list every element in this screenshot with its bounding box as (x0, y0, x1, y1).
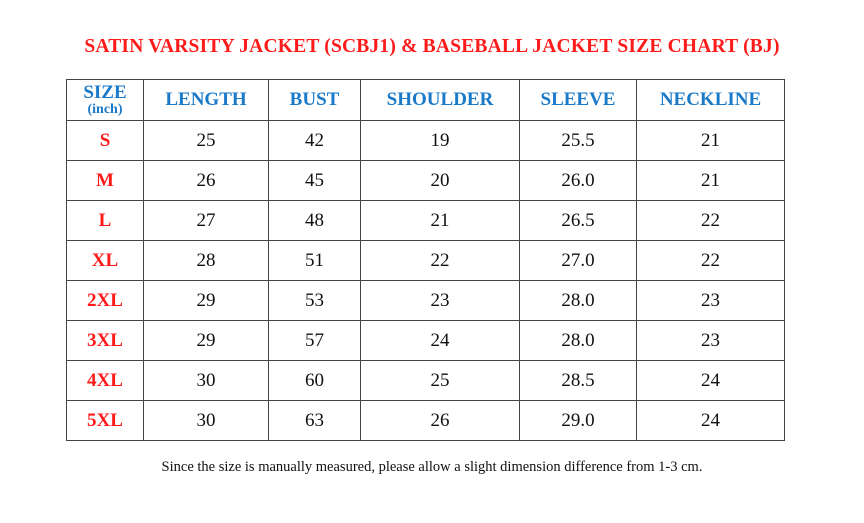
cell-length: 25 (143, 120, 269, 161)
cell-length: 30 (143, 360, 269, 401)
size-chart-table: SIZE (inch) LENGTH BUST SHOULDER SLEEVE … (66, 79, 785, 441)
cell-bust: 48 (268, 200, 361, 241)
cell-sleeve: 28.5 (519, 360, 637, 401)
cell-bust: 60 (268, 360, 361, 401)
cell-shoulder: 21 (360, 200, 520, 241)
cell-size: S (66, 120, 144, 161)
cell-bust: 57 (268, 320, 361, 361)
cell-sleeve: 26.5 (519, 200, 637, 241)
header-length: LENGTH (143, 79, 269, 121)
cell-sleeve: 27.0 (519, 240, 637, 281)
table-row: 2XL 29 53 23 28.0 23 (66, 280, 785, 321)
table-row: XL 28 51 22 27.0 22 (66, 240, 785, 281)
header-neckline: NECKLINE (636, 79, 785, 121)
cell-shoulder: 25 (360, 360, 520, 401)
cell-bust: 51 (268, 240, 361, 281)
cell-bust: 53 (268, 280, 361, 321)
cell-bust: 45 (268, 160, 361, 201)
cell-size: M (66, 160, 144, 201)
table-body: S 25 42 19 25.5 21 M 26 45 20 26.0 21 L 27 48 21 26.5 22 X… (66, 120, 785, 441)
cell-shoulder: 20 (360, 160, 520, 201)
table-row: S 25 42 19 25.5 21 (66, 120, 785, 161)
cell-sleeve: 26.0 (519, 160, 637, 201)
cell-size: L (66, 200, 144, 241)
cell-length: 28 (143, 240, 269, 281)
cell-size: 5XL (66, 400, 144, 441)
table-row: M 26 45 20 26.0 21 (66, 160, 785, 201)
chart-title: SATIN VARSITY JACKET (SCBJ1) & BASEBALL … (84, 36, 780, 57)
cell-bust: 42 (268, 120, 361, 161)
cell-sleeve: 28.0 (519, 280, 637, 321)
cell-length: 26 (143, 160, 269, 201)
header-sleeve: SLEEVE (519, 79, 637, 121)
cell-neckline: 21 (636, 160, 785, 201)
cell-size: 4XL (66, 360, 144, 401)
cell-sleeve: 28.0 (519, 320, 637, 361)
cell-neckline: 24 (636, 400, 785, 441)
cell-length: 30 (143, 400, 269, 441)
cell-size: XL (66, 240, 144, 281)
header-bust: BUST (268, 79, 361, 121)
header-row: SIZE (inch) LENGTH BUST SHOULDER SLEEVE … (66, 79, 785, 121)
cell-neckline: 22 (636, 200, 785, 241)
measurement-note: Since the size is manually measured, ple… (161, 459, 703, 475)
cell-neckline: 24 (636, 360, 785, 401)
table-row: 4XL 30 60 25 28.5 24 (66, 360, 785, 401)
cell-sleeve: 29.0 (519, 400, 637, 441)
table-row: L 27 48 21 26.5 22 (66, 200, 785, 241)
header-size: SIZE (inch) (66, 79, 144, 121)
cell-length: 29 (143, 320, 269, 361)
cell-shoulder: 23 (360, 280, 520, 321)
cell-neckline: 22 (636, 240, 785, 281)
table-row: 5XL 30 63 26 29.0 24 (66, 400, 785, 441)
cell-shoulder: 19 (360, 120, 520, 161)
cell-sleeve: 25.5 (519, 120, 637, 161)
header-size-unit: (inch) (87, 102, 123, 117)
cell-length: 27 (143, 200, 269, 241)
cell-shoulder: 26 (360, 400, 520, 441)
header-size-label: SIZE (83, 82, 127, 103)
cell-shoulder: 22 (360, 240, 520, 281)
cell-size: 3XL (66, 320, 144, 361)
cell-neckline: 21 (636, 120, 785, 161)
table-row: 3XL 29 57 24 28.0 23 (66, 320, 785, 361)
cell-neckline: 23 (636, 280, 785, 321)
cell-shoulder: 24 (360, 320, 520, 361)
cell-length: 29 (143, 280, 269, 321)
cell-neckline: 23 (636, 320, 785, 361)
header-shoulder: SHOULDER (360, 79, 520, 121)
cell-bust: 63 (268, 400, 361, 441)
cell-size: 2XL (66, 280, 144, 321)
